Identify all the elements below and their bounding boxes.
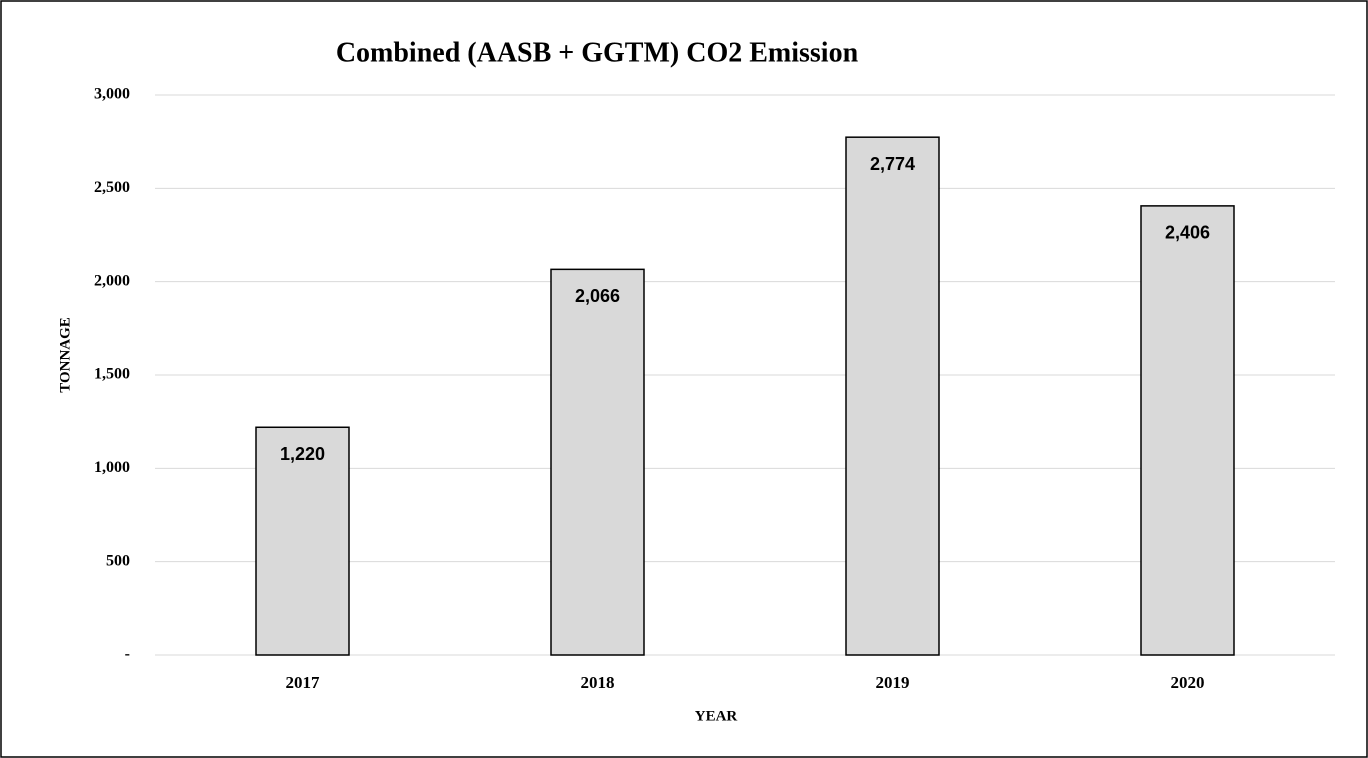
y-tick-label: - [125, 646, 130, 663]
bar [845, 136, 940, 656]
data-label: 2,406 [1165, 223, 1210, 243]
chart-title: Combined (AASB + GGTM) CO2 Emission [336, 37, 859, 68]
x-tick-label: 2017 [286, 673, 321, 692]
bar [550, 268, 645, 656]
x-tick-label: 2020 [1171, 673, 1205, 692]
y-tick-label: 500 [106, 552, 130, 569]
y-tick-label: 3,000 [94, 86, 130, 103]
x-axis-label: YEAR [695, 708, 738, 724]
x-tick-label: 2018 [581, 673, 615, 692]
bar [255, 426, 350, 656]
y-tick-label: 2,000 [94, 272, 130, 289]
y-tick-label: 2,500 [94, 179, 130, 196]
y-tick-label: 1,500 [94, 366, 130, 383]
x-tick-label: 2019 [876, 673, 910, 692]
data-label: 1,220 [280, 444, 325, 464]
y-axis-label: TONNAGE [57, 317, 73, 393]
data-label: 2,066 [575, 286, 620, 306]
data-label: 2,774 [870, 154, 915, 174]
bar [1140, 205, 1235, 656]
y-tick-label: 1,000 [94, 459, 130, 476]
